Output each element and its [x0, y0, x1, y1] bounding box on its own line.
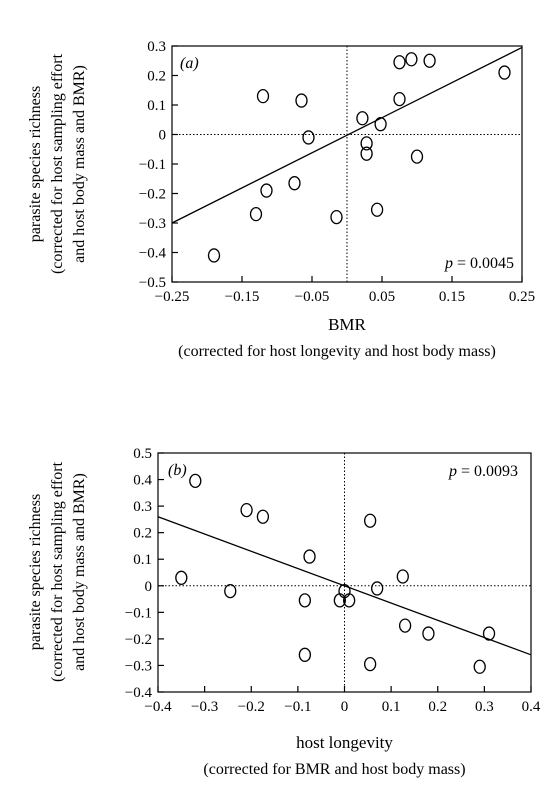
x-tick-label: 0.05 — [369, 289, 395, 305]
data-point — [370, 202, 384, 217]
y-tick-label: −0.2 — [125, 632, 152, 648]
y-tick-label: −0.4 — [139, 246, 167, 262]
data-point — [302, 130, 315, 145]
x-tick-label: 0.3 — [475, 699, 494, 715]
y-tick-label: −0.3 — [125, 658, 152, 674]
x-tick-label: −0.25 — [155, 289, 190, 305]
data-point — [260, 183, 273, 198]
data-point — [360, 136, 373, 151]
data-point — [175, 570, 188, 585]
y-axis-label-line: parasite species richness — [27, 494, 44, 650]
p-value: = 0.0045 — [453, 255, 514, 272]
x-tick-label: −0.3 — [191, 699, 218, 715]
y-axis-label-line: and host body mass and BMR) — [71, 65, 88, 263]
x-tick-label: 0.25 — [509, 289, 535, 305]
x-tick-label: −0.1 — [284, 699, 311, 715]
x-axis-label: BMR — [328, 315, 366, 334]
y-tick-label: −0.1 — [125, 605, 152, 621]
data-point — [398, 618, 412, 633]
y-tick-label: 0.1 — [133, 552, 152, 568]
p-symbol: p — [444, 255, 453, 272]
data-point — [295, 93, 308, 108]
x-tick-label: 0.4 — [522, 699, 541, 715]
data-point — [370, 581, 384, 596]
chart-panel-b: 0.5 0.4 0.3 0.2 0.1 0 −0.1 −0.2 −0.3 −0.4−0.4 −0.3… — [27, 446, 541, 778]
data-point — [189, 473, 202, 489]
data-point — [393, 91, 406, 107]
data-point — [288, 176, 301, 191]
x-tick-label: 0.2 — [428, 699, 447, 715]
y-tick-label: 0 — [145, 579, 153, 595]
data-point — [363, 656, 377, 672]
regression-line — [157, 516, 532, 656]
data-point — [405, 52, 418, 67]
data-point — [240, 502, 253, 518]
x-tick-label: 0.15 — [439, 289, 465, 305]
data-point — [473, 659, 486, 674]
data-point — [298, 647, 312, 662]
data-point — [330, 209, 343, 225]
y-tick-label: 0.2 — [147, 69, 166, 85]
x-tick-label: −0.2 — [238, 699, 265, 715]
data-point — [396, 569, 409, 584]
data-point — [249, 206, 263, 222]
x-axis-sublabel: (corrected for host longevity and host b… — [178, 343, 496, 360]
p-symbol: p — [448, 463, 457, 480]
data-point — [298, 593, 312, 608]
x-tick-label: 0.1 — [382, 699, 401, 715]
y-tick-label: 0 — [159, 128, 167, 144]
p-value: = 0.0093 — [457, 463, 518, 480]
y-tick-label: 0.3 — [133, 499, 152, 515]
data-point — [356, 111, 369, 126]
data-point — [256, 509, 270, 524]
data-point — [393, 55, 406, 70]
data-point — [423, 53, 436, 68]
x-tick-label: −0.4 — [144, 699, 172, 715]
data-point — [410, 149, 424, 164]
y-tick-label: 0.3 — [147, 39, 166, 55]
data-point — [374, 117, 387, 132]
data-point — [360, 146, 373, 161]
y-axis-label-line: and host body mass and BMR) — [71, 473, 88, 671]
y-tick-label: −0.4 — [125, 685, 153, 701]
data-point — [422, 626, 435, 641]
x-tick-label: 0 — [341, 699, 349, 715]
data-point — [303, 549, 316, 564]
y-tick-label: 0.4 — [133, 473, 152, 489]
x-axis-sublabel: (corrected for BMR and host body mass) — [203, 761, 465, 778]
p-value-label: p = 0.0093 — [448, 463, 518, 480]
y-axis-label-line: (corrected for host sampling effort — [49, 53, 66, 274]
y-axis-label-line: (corrected for host sampling effort — [49, 461, 66, 682]
y-axis-label-line: parasite species richness — [27, 86, 44, 242]
x-tick-label: −0.15 — [225, 289, 260, 305]
y-tick-label: −0.1 — [139, 157, 166, 173]
y-tick-label: 0.5 — [133, 446, 152, 462]
data-point — [343, 593, 356, 608]
x-tick-label: −0.05 — [295, 289, 330, 305]
data-point — [207, 248, 221, 263]
x-axis-label: host longevity — [296, 733, 393, 752]
y-tick-label: 0.2 — [133, 526, 152, 542]
regression-line — [171, 46, 523, 224]
y-tick-label: −0.3 — [139, 216, 166, 232]
data-point — [363, 513, 377, 528]
panel-label: (b) — [168, 462, 187, 479]
panel-label: (a) — [180, 55, 199, 72]
data-point — [256, 89, 270, 104]
data-point — [482, 626, 496, 641]
data-point — [498, 65, 511, 80]
y-tick-label: −0.5 — [139, 275, 166, 291]
p-value-label: p = 0.0045 — [444, 255, 514, 272]
y-tick-label: −0.2 — [139, 187, 166, 203]
chart-panel-a: 0.3 0.2 0.1 0 −0.1 −0.2 −0.3 −0.4 −0.5−0.25 −0.15… — [27, 39, 535, 360]
y-tick-label: 0.1 — [147, 98, 166, 114]
data-point — [224, 583, 237, 599]
